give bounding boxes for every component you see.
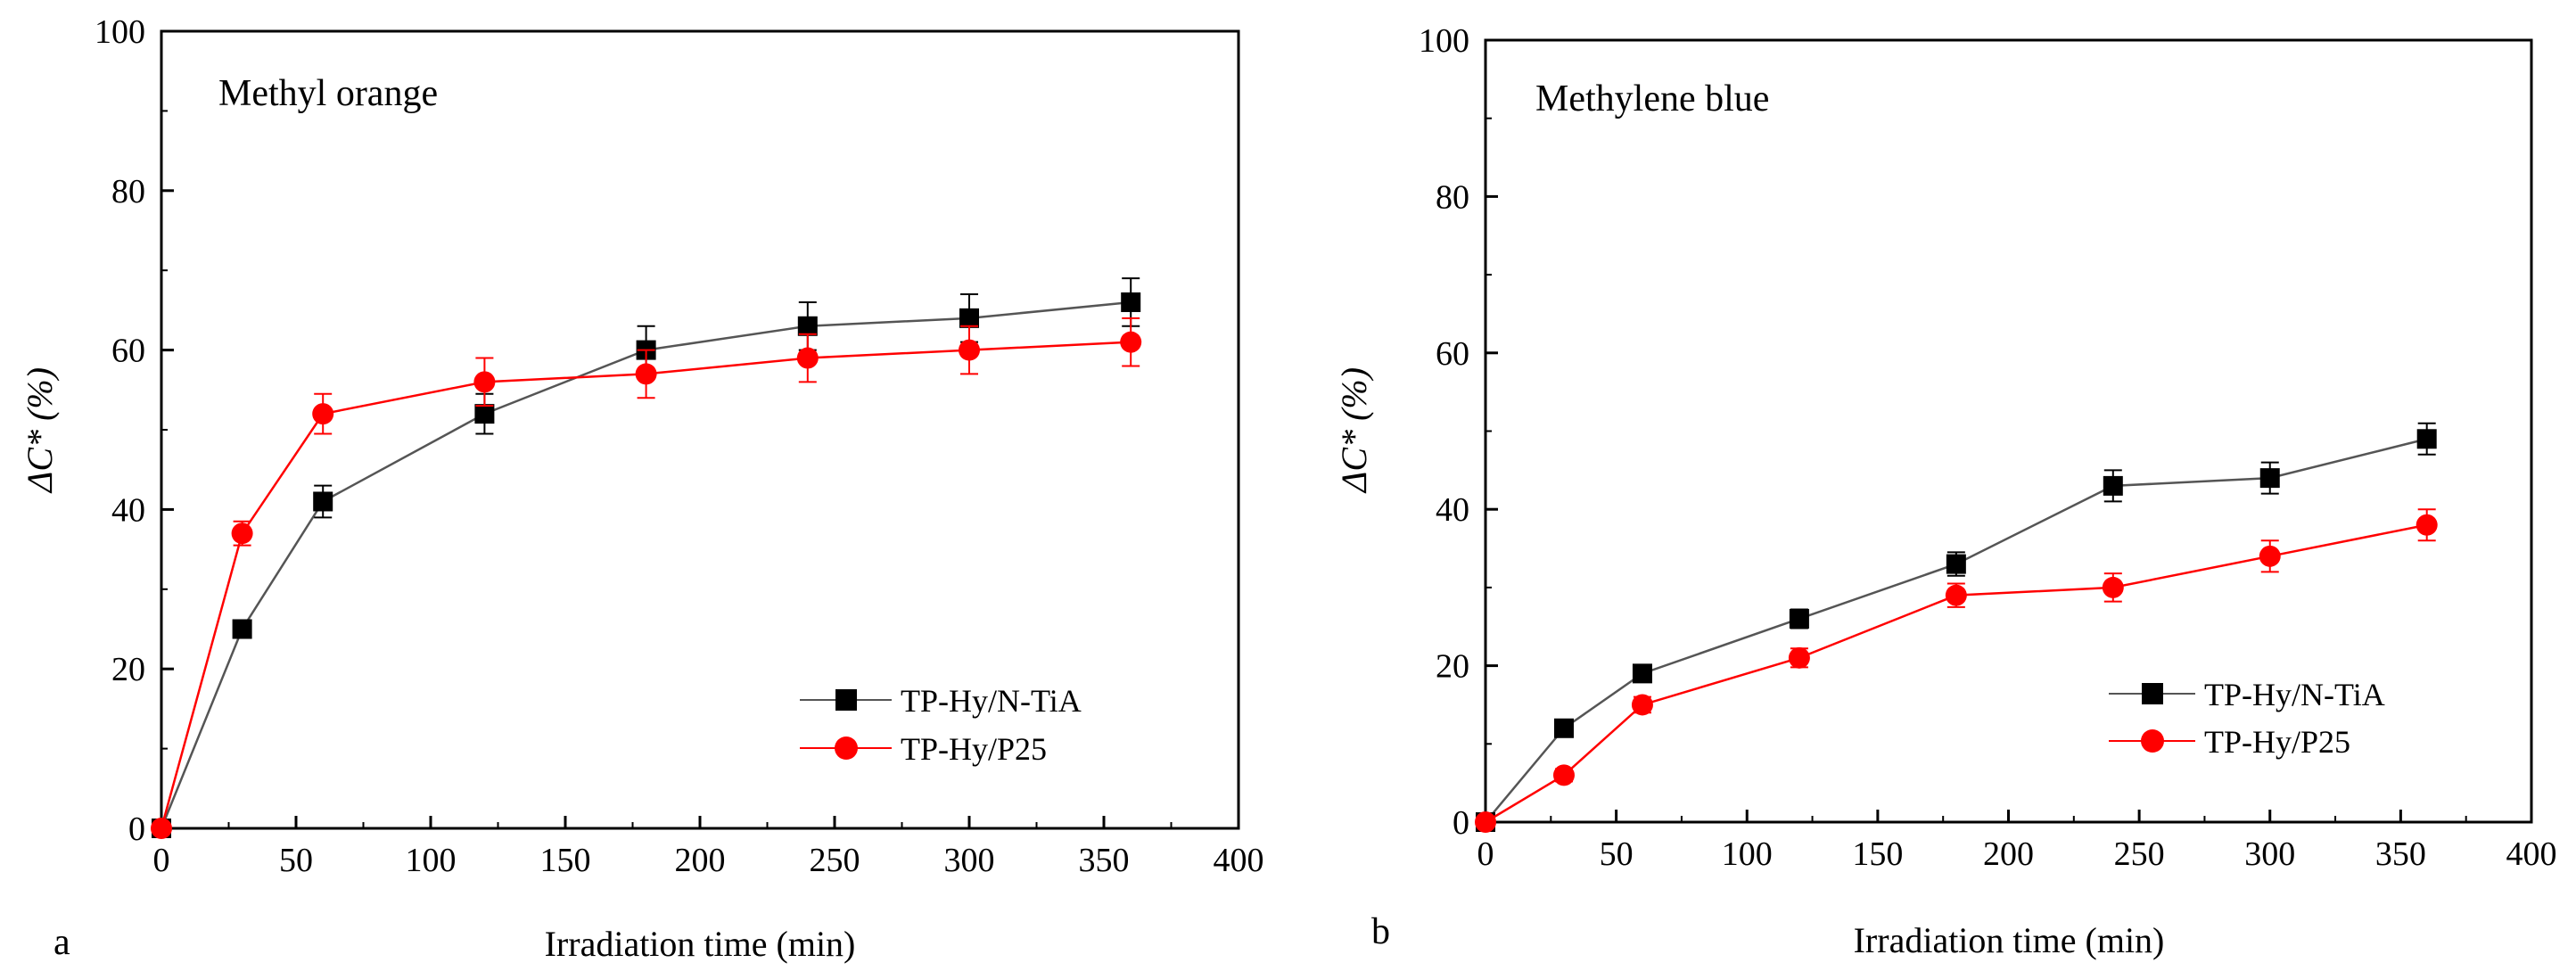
x-tick-label: 250 [2114,835,2165,873]
y-tick-label: 100 [1419,22,1469,60]
x-tick-label: 400 [1214,842,1264,879]
x-tick-label: 200 [1983,835,2034,873]
data-point [1946,554,1966,574]
data-point [1552,764,1575,786]
data-point [1632,663,1652,684]
y-tick-label: 0 [1453,804,1469,842]
x-tick-label: 100 [406,842,457,879]
data-point [2102,576,2124,598]
data-point [474,404,495,424]
x-tick-label: 100 [1722,835,1773,873]
axis-ticks: 0 50 100 150 200 250 300 350 400 0 20 40 60 80 100 [1419,22,2557,873]
y-tick-label: 60 [111,333,145,370]
data-point [473,371,496,393]
series-layer [151,277,1142,839]
series-line [1485,438,2428,823]
data-point [151,818,172,839]
chart-title: Methyl orange [218,73,438,114]
x-axis-label: Irradiation time (min) [545,924,856,964]
y-axis-label: ΔC* (%) [1334,367,1374,494]
axis-ticks: 0 50 100 150 200 250 300 350 400 0 20 40 60 80 100 [95,13,1264,879]
data-point [2259,545,2281,567]
panel-letter: b [1371,911,1390,952]
data-point [232,619,252,639]
data-point [1475,811,1496,833]
series-layer [1475,422,2438,833]
data-point [231,523,253,545]
data-point [2416,429,2437,449]
x-tick-label: 400 [2506,835,2557,873]
legend-marker-1 [835,689,857,711]
legend-marker-1 [2142,683,2163,704]
data-point [796,347,819,369]
data-point [797,316,818,336]
series-line [1485,523,2427,824]
x-tick-label: 200 [675,842,726,879]
data-point [312,403,334,425]
data-point [2259,468,2280,489]
x-tick-label: 50 [1600,835,1634,873]
y-tick-label: 0 [128,811,145,848]
chart-panel-a: 0 50 100 150 200 250 300 350 400 0 20 40 60 80 100 Met… [20,13,1264,964]
legend-marker-2 [2141,729,2164,753]
y-tick-label: 20 [1436,648,1469,686]
y-axis-label: ΔC* (%) [20,367,60,494]
x-tick-label: 250 [810,842,860,879]
data-point [2103,475,2123,496]
data-point [959,308,979,328]
series-line [160,300,1132,829]
y-tick-label: 40 [111,491,145,529]
chart-panel-b: 0 50 100 150 200 250 300 350 400 0 20 40 60 80 100 Met… [1334,22,2557,960]
y-tick-label: 100 [95,13,145,51]
x-tick-label: 300 [2244,835,2295,873]
data-point [1788,646,1810,669]
data-point [1121,292,1141,312]
x-axis-label: Irradiation time (min) [1854,920,2165,960]
data-point [1789,608,1809,629]
series-line [160,341,1132,829]
x-tick-label: 150 [1852,835,1903,873]
legend: TP-Hy/N-TiA TP-Hy/P25 [2109,677,2385,760]
legend: TP-Hy/N-TiA TP-Hy/P25 [800,683,1082,767]
data-point [1553,718,1574,738]
legend-label-2: TP-Hy/P25 [2204,724,2350,760]
data-point [1945,584,1967,606]
data-point [1631,694,1653,716]
x-tick-label: 0 [1477,835,1494,873]
y-tick-label: 80 [111,173,145,210]
legend-marker-2 [835,736,858,760]
y-tick-label: 40 [1436,491,1469,529]
x-tick-label: 150 [540,842,591,879]
legend-label-2: TP-Hy/P25 [901,731,1047,767]
data-point [635,363,657,385]
x-tick-label: 350 [1079,842,1130,879]
legend-label-1: TP-Hy/N-TiA [901,683,1082,719]
y-tick-label: 80 [1436,178,1469,216]
y-tick-label: 60 [1436,335,1469,373]
data-point [1120,331,1142,353]
data-point [2416,514,2438,536]
x-tick-label: 300 [944,842,995,879]
chart-title: Methylene blue [1535,78,1769,119]
data-point [313,491,333,512]
x-tick-label: 0 [153,842,170,879]
legend-label-1: TP-Hy/N-TiA [2204,677,2385,712]
x-tick-label: 50 [279,842,313,879]
y-tick-label: 20 [111,651,145,688]
x-tick-label: 350 [2375,835,2426,873]
panel-letter: a [53,922,70,963]
data-point [959,339,980,361]
